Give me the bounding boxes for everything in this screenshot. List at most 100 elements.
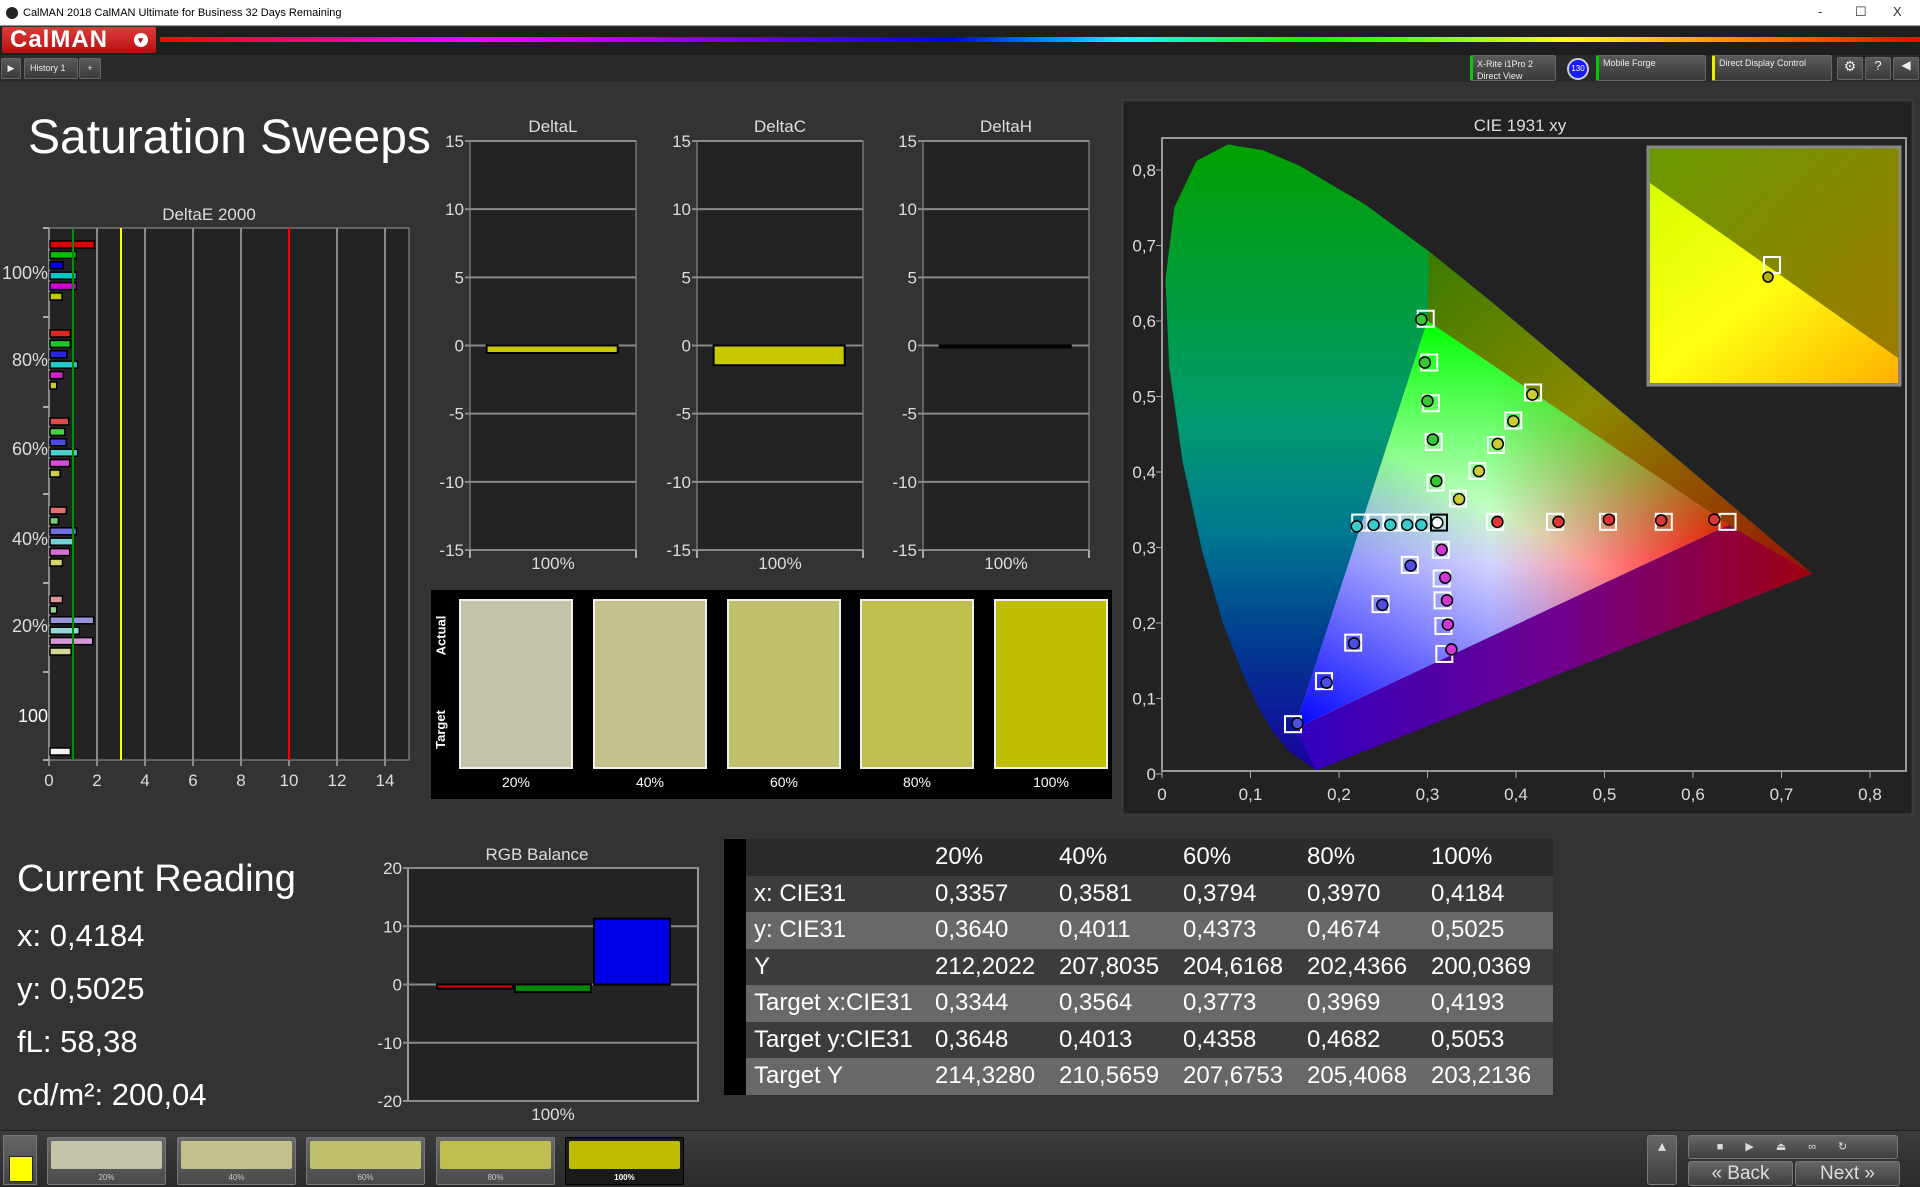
- delta-y-tick: 5: [908, 268, 917, 287]
- deltae-bar: [49, 417, 70, 426]
- table-cell: 0,4373: [1183, 916, 1257, 944]
- tab-history-1[interactable]: History 1: [24, 58, 78, 79]
- column-header: 60%: [1183, 843, 1232, 871]
- deltae-bar: [49, 506, 68, 515]
- deltae-bar: [49, 647, 72, 656]
- row-strip: [724, 985, 746, 1022]
- color-swatch: [727, 599, 841, 769]
- column-header: 100%: [1431, 843, 1493, 871]
- delta-y-tick: 0: [455, 337, 464, 356]
- play-icon[interactable]: ▶: [1, 58, 21, 79]
- patch-color: [569, 1141, 680, 1169]
- cie-target-marker: [1344, 633, 1363, 652]
- cie-target-marker: [1371, 595, 1390, 614]
- delta-y-tick: 10: [672, 200, 691, 219]
- expand-button[interactable]: ▴: [1647, 1135, 1677, 1185]
- color-swatch: [459, 599, 573, 769]
- table-cell: 0,4682: [1307, 1025, 1381, 1053]
- cie-measured-point: [1552, 515, 1565, 529]
- help-icon[interactable]: ?: [1865, 57, 1891, 80]
- patch-label: 80%: [487, 1173, 504, 1182]
- close-button[interactable]: X: [1893, 4, 1902, 19]
- cie-y-tick: 0,8: [1132, 161, 1156, 180]
- back-label: Back: [1727, 1163, 1770, 1184]
- cie-measured-point: [1350, 520, 1363, 533]
- deltae-bar: [49, 360, 79, 369]
- display-dropdown[interactable]: Direct Display Control: [1712, 55, 1832, 81]
- deltae-bar: [49, 329, 72, 338]
- cie-measured-point: [1404, 559, 1417, 572]
- rgb-bar: [436, 983, 514, 990]
- meter-dropdown[interactable]: X-Rite i1Pro 2 Direct View: [1470, 55, 1556, 81]
- rgb-y-tick: 20: [383, 859, 402, 878]
- row-label: x: CIE31: [754, 879, 847, 907]
- patch-button[interactable]: 80%: [436, 1137, 555, 1185]
- patch-label: 20%: [98, 1173, 115, 1182]
- deltae-bar: [49, 261, 64, 270]
- delta-y-tick: 15: [672, 132, 691, 151]
- cie-measured-point: [1430, 474, 1443, 488]
- cie-y-tick: 0: [1147, 765, 1156, 784]
- deltae-bar: [49, 558, 64, 567]
- patch-color: [440, 1141, 551, 1169]
- table-row: Y 212,2022 207,8035 204,6168 202,4366 200,036…: [724, 948, 1553, 985]
- charts-layer: DeltaE 2000 0 2 4 6 8 10 12 14 100% 80% 60% 40% 20% 10…: [2, 98, 1915, 1124]
- delta-chart-title: DeltaC: [754, 117, 806, 136]
- maximize-button[interactable]: ☐: [1855, 4, 1867, 19]
- calman-menu-button[interactable]: CalMAN ▾: [2, 27, 156, 53]
- gear-icon[interactable]: ⚙: [1837, 57, 1863, 80]
- table-cell: 0,3970: [1307, 879, 1381, 907]
- playback-controls[interactable]: ■▶⏏∞↻: [1688, 1135, 1898, 1159]
- patch-color: [51, 1141, 162, 1169]
- delta-y-tick: 15: [445, 132, 464, 151]
- table-cell: 214,3280: [935, 1062, 1036, 1090]
- results-table: 20% 40% 60% 80% 100% x: CIE31 0,3357 0,3581 0,37…: [724, 839, 1553, 1095]
- row-label: y: CIE31: [754, 916, 847, 944]
- current-color-panel[interactable]: [3, 1135, 37, 1185]
- minimize-button[interactable]: -: [1818, 4, 1823, 19]
- cie-target-marker: [1400, 555, 1419, 574]
- delta-category-label: 100%: [758, 554, 801, 573]
- deltae-bar: [49, 537, 74, 546]
- source-dropdown[interactable]: Mobile Forge: [1596, 55, 1706, 81]
- patch-button[interactable]: 60%: [306, 1137, 425, 1185]
- cie-target-marker: [1504, 411, 1523, 430]
- patch-button[interactable]: 40%: [177, 1137, 296, 1185]
- deltae-bar: [49, 547, 71, 557]
- purple-line-region: [1294, 524, 1813, 771]
- delta-y-tick: 10: [445, 200, 464, 219]
- delta-y-tick: -5: [676, 405, 691, 424]
- delta-category-label: 100%: [531, 554, 574, 573]
- collapse-icon[interactable]: ◀: [1893, 57, 1919, 80]
- next-button[interactable]: Next »: [1795, 1161, 1900, 1186]
- cie-measured-point: [1415, 518, 1428, 532]
- table-cell: 207,8035: [1059, 952, 1160, 980]
- rainbow-bar: [160, 37, 1920, 42]
- cie-x-tick: 0,6: [1681, 785, 1705, 804]
- meter-badge[interactable]: 130: [1567, 58, 1589, 80]
- deltae-x-tick: 12: [328, 771, 347, 790]
- deltae-x-tick: 10: [280, 771, 299, 790]
- meter-name: X-Rite i1Pro 2: [1477, 59, 1534, 69]
- cie-measured-point: [1491, 515, 1504, 529]
- deltae-group-label: 40%: [12, 529, 48, 549]
- row-strip: [724, 948, 746, 985]
- table-cell: 0,4674: [1307, 916, 1381, 944]
- back-button[interactable]: « Back: [1688, 1161, 1793, 1186]
- color-swatch: [593, 599, 707, 769]
- cie-measured-point: [1430, 516, 1444, 529]
- patch-button[interactable]: 100%: [565, 1137, 684, 1185]
- cie-target-marker: [1448, 489, 1467, 508]
- current-reading-title: Current Reading: [17, 858, 296, 900]
- add-tab-button[interactable]: +: [79, 58, 101, 79]
- cie-measured-point: [1507, 414, 1520, 428]
- delta-y-tick: -10: [666, 473, 691, 492]
- delta-y-tick: -15: [892, 541, 917, 560]
- deltae-bar: [49, 292, 63, 301]
- patch-button[interactable]: 20%: [47, 1137, 166, 1185]
- delta-bar: [712, 344, 846, 367]
- cie-x-tick: 0,1: [1239, 785, 1263, 804]
- table-cell: 0,3969: [1307, 989, 1381, 1017]
- deltae-bar: [49, 595, 64, 604]
- deltae-bar: [49, 427, 66, 437]
